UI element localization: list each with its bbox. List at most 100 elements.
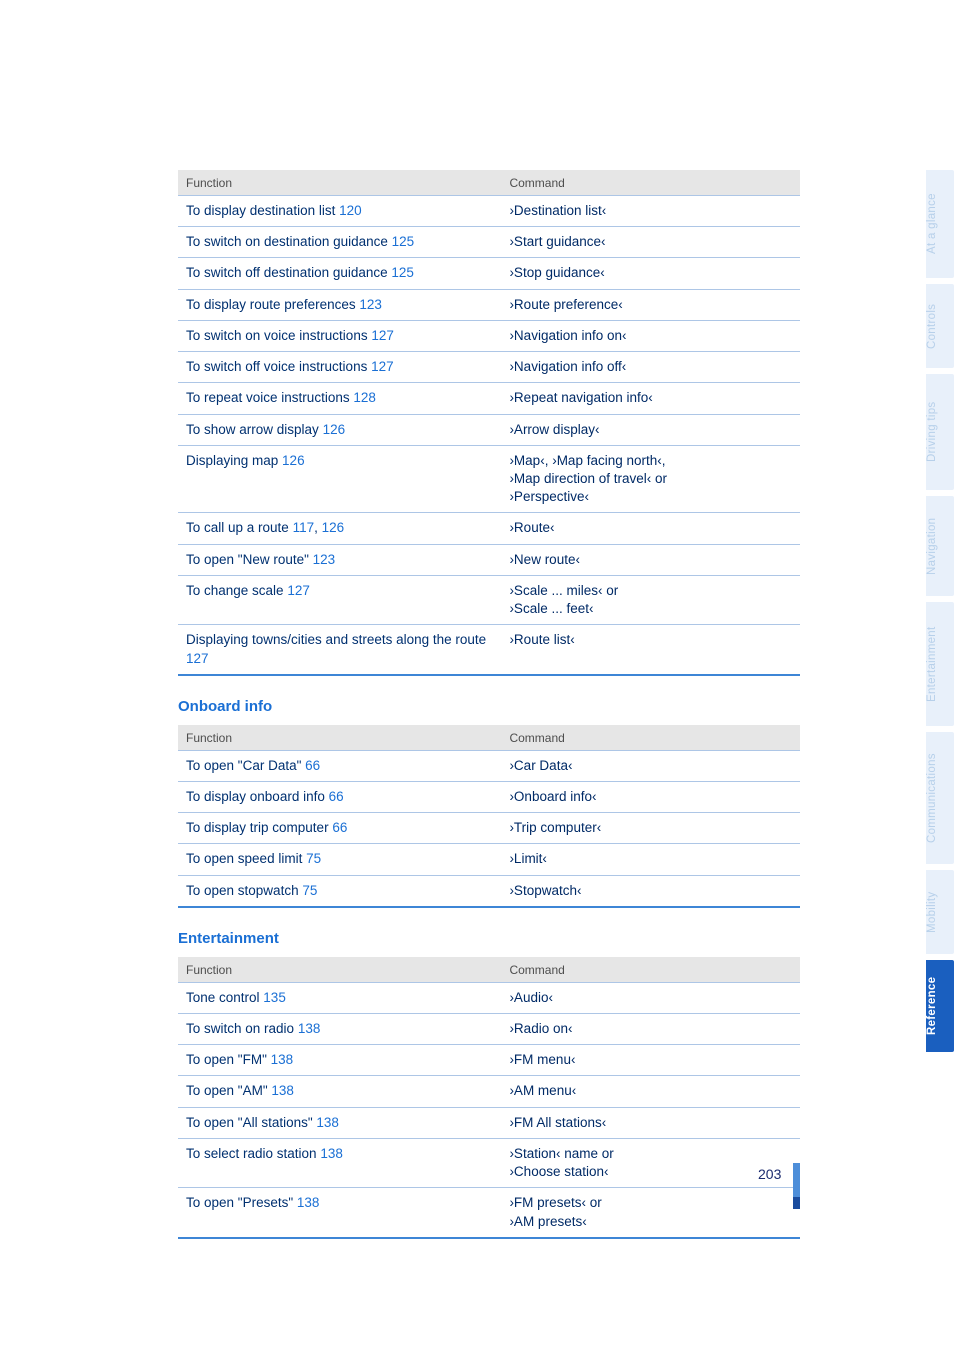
function-cell: To repeat voice instructions 128 [178, 383, 501, 414]
command-text: ›Repeat navigation info‹ [509, 390, 652, 405]
function-text: To open "New route" [186, 552, 313, 567]
command-text: ›Perspective‹ [509, 489, 589, 504]
function-cell: Displaying towns/cities and streets alon… [178, 625, 501, 675]
function-text: To open "FM" [186, 1052, 271, 1067]
function-cell: To open "All stations" 138 [178, 1107, 501, 1138]
page-reference-link[interactable]: 127 [287, 583, 310, 598]
side-tab[interactable]: Communications [926, 732, 954, 864]
page-reference-link[interactable]: 126 [322, 520, 345, 535]
command-text: ›Stop guidance‹ [509, 265, 604, 280]
command-text: ›FM presets‹ or [509, 1195, 601, 1210]
command-cell: ›Destination list‹ [501, 196, 800, 227]
function-cell: Displaying map 126 [178, 445, 501, 513]
command-cell: ›Navigation info off‹ [501, 352, 800, 383]
page-reference-link[interactable]: 126 [282, 453, 305, 468]
function-text: To open speed limit [186, 851, 306, 866]
command-cell: ›Stopwatch‹ [501, 875, 800, 907]
function-cell: To switch on radio 138 [178, 1014, 501, 1045]
page-reference-link[interactable]: 66 [332, 820, 347, 835]
command-cell: ›Route list‹ [501, 625, 800, 675]
page-reference-link[interactable]: 117 [293, 520, 315, 535]
table-row: To show arrow display 126›Arrow display‹ [178, 414, 800, 445]
side-tab[interactable]: Controls [926, 284, 954, 368]
page-reference-link[interactable]: 127 [371, 328, 394, 343]
page-reference-link[interactable]: 125 [391, 265, 414, 280]
command-cell: ›Car Data‹ [501, 750, 800, 781]
column-header-command: Command [501, 170, 800, 196]
page-reference-link[interactable]: 120 [339, 203, 362, 218]
page-reference-link[interactable]: 138 [271, 1052, 294, 1067]
page-reference-link[interactable]: 126 [323, 422, 346, 437]
function-cell: To open stopwatch 75 [178, 875, 501, 907]
side-tabs: At a glance Controls Driving tips Navigatio… [926, 170, 954, 1058]
page-reference-link[interactable]: 138 [297, 1195, 320, 1210]
page-reference-link[interactable]: 127 [186, 651, 209, 666]
command-text: ›Route list‹ [509, 632, 574, 647]
command-text: ›Limit‹ [509, 851, 547, 866]
page-reference-link[interactable]: 123 [359, 297, 382, 312]
function-cell: To open "AM" 138 [178, 1076, 501, 1107]
command-cell: ›Map‹, ›Map facing north‹,›Map direction… [501, 445, 800, 513]
command-cell: ›Route preference‹ [501, 289, 800, 320]
command-text: ›Start guidance‹ [509, 234, 605, 249]
command-cell: ›FM presets‹ or›AM presets‹ [501, 1188, 800, 1238]
page-reference-link[interactable]: 75 [306, 851, 321, 866]
function-text: To open "Car Data" [186, 758, 305, 773]
side-tab[interactable]: Mobility [926, 870, 954, 954]
table-row: To change scale 127›Scale ... miles‹ or›… [178, 575, 800, 624]
page-number: 203 [758, 1166, 781, 1182]
function-text: To display onboard info [186, 789, 329, 804]
command-text: ›Trip computer‹ [509, 820, 601, 835]
command-cell: ›Route‹ [501, 513, 800, 544]
command-text: ›Destination list‹ [509, 203, 606, 218]
page-reference-link[interactable]: 128 [353, 390, 376, 405]
page-reference-link[interactable]: 138 [320, 1146, 343, 1161]
page-reference-link[interactable]: 138 [316, 1115, 339, 1130]
voice-command-table: FunctionCommandTo open "Car Data" 66›Car… [178, 725, 800, 908]
table-row: To switch off voice instructions 127 ›Nav… [178, 352, 800, 383]
side-tab[interactable]: Driving tips [926, 374, 954, 490]
side-tab[interactable]: At a glance [926, 170, 954, 278]
table-row: To switch on voice instructions 127›Navi… [178, 320, 800, 351]
page-reference-link[interactable]: 138 [298, 1021, 321, 1036]
function-cell: To show arrow display 126 [178, 414, 501, 445]
page-accent-bar-dark [793, 1197, 800, 1209]
section-title: Entertainment [178, 930, 800, 947]
page-reference-link[interactable]: 66 [329, 789, 344, 804]
function-text: To open stopwatch [186, 883, 302, 898]
function-text: To switch on voice instructions [186, 328, 371, 343]
command-text: ›Onboard info‹ [509, 789, 596, 804]
function-cell: To switch off destination guidance 125 [178, 258, 501, 289]
command-cell: ›Stop guidance‹ [501, 258, 800, 289]
side-tab[interactable]: Entertainment [926, 602, 954, 726]
table-row: To open "All stations" 138›FM All statio… [178, 1107, 800, 1138]
function-text: To display route preferences [186, 297, 359, 312]
command-text: ›Route preference‹ [509, 297, 622, 312]
table-row: Tone control 135›Audio‹ [178, 982, 800, 1013]
command-text: ›Navigation info off‹ [509, 359, 626, 374]
page-reference-link[interactable]: 125 [392, 234, 415, 249]
page-reference-link[interactable]: 66 [305, 758, 320, 773]
function-text: To switch on radio [186, 1021, 298, 1036]
table-row: To open "AM" 138›AM menu‹ [178, 1076, 800, 1107]
page-reference-link[interactable]: 138 [271, 1083, 294, 1098]
table-row: To open speed limit 75 ›Limit‹ [178, 844, 800, 875]
page-reference-link[interactable]: 123 [313, 552, 336, 567]
command-text: ›Scale ... miles‹ or [509, 583, 618, 598]
page-reference-link[interactable]: 135 [263, 990, 286, 1005]
column-header-command: Command [501, 725, 800, 751]
table-row: To open "New route" 123›New route‹ [178, 544, 800, 575]
function-cell: To display route preferences 123 [178, 289, 501, 320]
side-tab[interactable]: Reference [926, 960, 954, 1052]
side-tab[interactable]: Navigation [926, 496, 954, 596]
function-cell: To display onboard info 66 [178, 781, 501, 812]
function-text: To display trip computer [186, 820, 332, 835]
function-text: To call up a route [186, 520, 293, 535]
page-reference-link[interactable]: 75 [302, 883, 317, 898]
command-text: ›Route‹ [509, 520, 554, 535]
command-text: ›Audio‹ [509, 990, 553, 1005]
command-text: ›Car Data‹ [509, 758, 572, 773]
function-cell: To switch off voice instructions 127 [178, 352, 501, 383]
table-row: To display onboard info 66 ›Onboard info‹ [178, 781, 800, 812]
page-reference-link[interactable]: 127 [371, 359, 394, 374]
